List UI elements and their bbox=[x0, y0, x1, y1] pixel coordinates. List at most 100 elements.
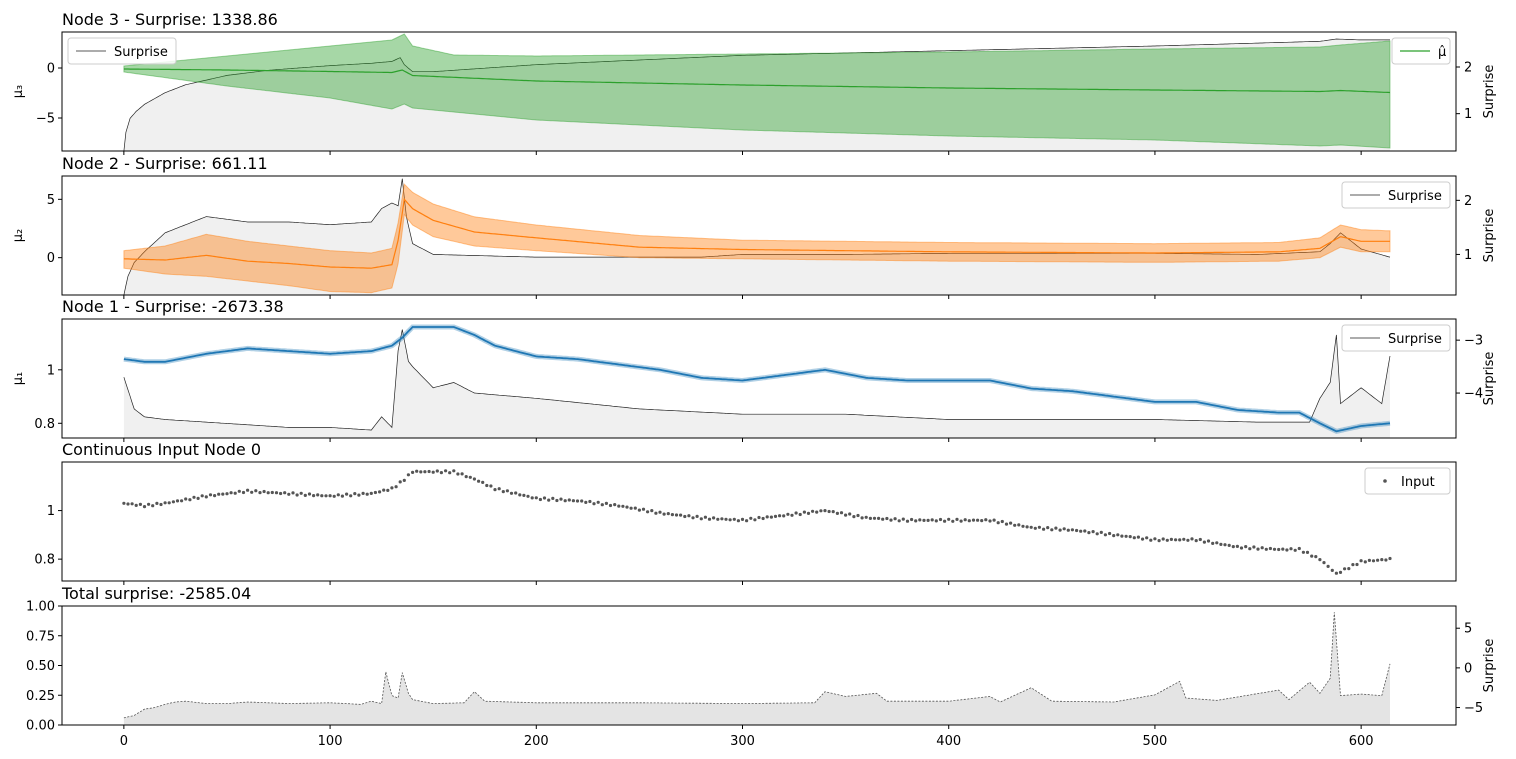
input-point bbox=[229, 491, 233, 495]
input-point bbox=[868, 516, 873, 521]
input-point bbox=[996, 521, 1000, 525]
input-point bbox=[1384, 558, 1388, 562]
input-point bbox=[1054, 526, 1058, 530]
input-point bbox=[674, 513, 679, 517]
input-point bbox=[802, 510, 807, 514]
input-point bbox=[1380, 558, 1384, 562]
input-point bbox=[411, 470, 415, 474]
input-point bbox=[460, 472, 464, 476]
input-point bbox=[951, 519, 955, 523]
surprise-area bbox=[123, 329, 1390, 438]
input-point bbox=[984, 518, 988, 522]
input-point bbox=[1305, 550, 1310, 555]
input-point bbox=[732, 517, 736, 521]
y-tick-label: 1.00 bbox=[26, 600, 55, 615]
input-point bbox=[1351, 563, 1355, 567]
input-point bbox=[930, 518, 934, 522]
input-point bbox=[580, 499, 584, 503]
input-point bbox=[1145, 536, 1149, 540]
input-point bbox=[514, 491, 518, 495]
y2-tick-label: −3 bbox=[1464, 334, 1483, 349]
y-tick-label: 0.25 bbox=[26, 689, 55, 704]
input-point bbox=[266, 491, 270, 495]
input-point bbox=[303, 493, 307, 497]
input-point bbox=[963, 518, 967, 522]
input-point bbox=[1239, 546, 1244, 550]
y2-tick-label: −4 bbox=[1464, 387, 1483, 402]
y-axis-label: μ₃ bbox=[11, 85, 26, 98]
input-point bbox=[1244, 545, 1248, 549]
input-point bbox=[712, 516, 716, 520]
input-point bbox=[361, 491, 365, 495]
input-point bbox=[555, 498, 559, 503]
input-point bbox=[485, 483, 489, 488]
input-point bbox=[324, 494, 328, 498]
input-point bbox=[1338, 570, 1343, 575]
panel-3: Node 1 - Surprise: -2673.38 0.8 1 μ₁ −4 −3 Sur… bbox=[11, 297, 1497, 442]
input-point bbox=[246, 488, 250, 492]
input-point bbox=[196, 496, 200, 500]
input-point bbox=[192, 495, 196, 499]
input-point bbox=[1050, 528, 1054, 532]
input-point bbox=[332, 494, 336, 498]
input-point bbox=[353, 492, 357, 496]
input-point bbox=[1046, 526, 1050, 530]
input-point bbox=[175, 499, 180, 503]
input-point bbox=[406, 473, 410, 477]
input-point bbox=[740, 517, 745, 522]
input-point bbox=[1042, 527, 1046, 531]
input-point bbox=[749, 516, 753, 520]
input-point bbox=[509, 491, 514, 495]
input-point bbox=[1169, 537, 1173, 542]
input-point bbox=[217, 492, 221, 496]
input-point bbox=[1215, 541, 1219, 545]
input-point bbox=[472, 477, 476, 481]
input-point bbox=[221, 492, 225, 496]
input-point bbox=[126, 502, 130, 506]
panel-5: Total surprise: -2585.04 0.00 0.25 0.50 0.75… bbox=[26, 584, 1497, 749]
input-point bbox=[955, 517, 959, 522]
surprise-area bbox=[123, 612, 1390, 725]
input-point bbox=[716, 517, 720, 521]
input-point bbox=[778, 514, 782, 518]
input-point bbox=[489, 484, 493, 488]
input-point bbox=[1000, 519, 1004, 524]
input-point bbox=[571, 499, 576, 503]
axes-frame bbox=[61, 461, 1457, 582]
input-point bbox=[1058, 528, 1062, 532]
input-point bbox=[695, 514, 699, 519]
input-point bbox=[724, 517, 728, 521]
y2-axis-label: Surprise bbox=[1482, 352, 1497, 406]
input-point bbox=[208, 493, 213, 497]
input-point bbox=[905, 519, 910, 523]
input-point bbox=[773, 514, 778, 519]
legend-box bbox=[1364, 467, 1451, 495]
input-point bbox=[827, 509, 831, 514]
input-point bbox=[312, 494, 316, 498]
input-point bbox=[1206, 539, 1211, 543]
input-point bbox=[872, 516, 877, 520]
input-point bbox=[918, 518, 922, 522]
input-point bbox=[538, 497, 543, 502]
mean-line bbox=[123, 197, 1390, 269]
input-point bbox=[534, 496, 538, 500]
input-point bbox=[1070, 528, 1074, 532]
input-point bbox=[134, 503, 138, 507]
y2-axis-label: Surprise bbox=[1482, 65, 1497, 119]
uncertainty-band bbox=[123, 183, 1391, 294]
input-point bbox=[794, 511, 798, 515]
input-point bbox=[1062, 527, 1066, 531]
legend-box bbox=[1341, 324, 1451, 352]
input-point bbox=[1326, 564, 1330, 569]
input-point bbox=[790, 513, 794, 517]
input-point bbox=[1198, 537, 1202, 542]
input-point bbox=[1318, 558, 1322, 562]
input-point bbox=[551, 496, 555, 500]
legend-box bbox=[67, 37, 177, 65]
input-point bbox=[910, 517, 914, 522]
input-point bbox=[1124, 534, 1128, 538]
input-point bbox=[922, 518, 926, 523]
input-point bbox=[1112, 534, 1116, 538]
input-point bbox=[666, 511, 670, 516]
input-point bbox=[703, 515, 708, 519]
